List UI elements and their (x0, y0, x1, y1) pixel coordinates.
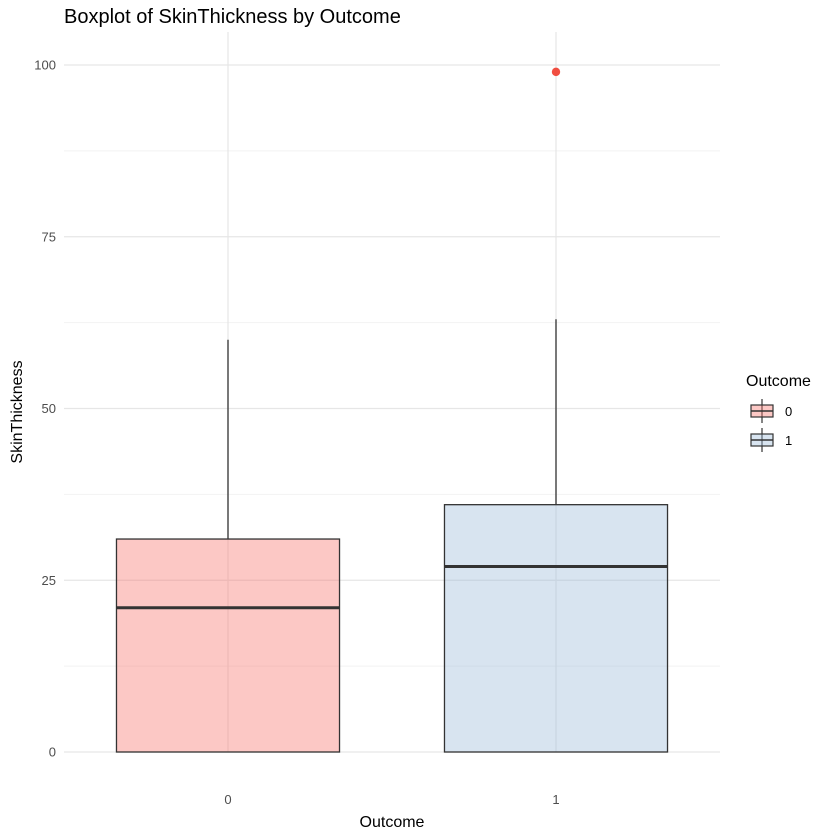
legend: Outcome 01 (746, 373, 811, 452)
x-tick-label: 0 (224, 792, 231, 807)
grid-lines (64, 32, 720, 753)
y-axis-title: SkinThickness (9, 360, 26, 463)
legend-label: 1 (785, 433, 792, 448)
chart-title: Boxplot of SkinThickness by Outcome (64, 6, 401, 28)
legend-entry-1: 1 (750, 428, 792, 452)
legend-entries: 01 (750, 399, 792, 452)
box-body (443, 504, 669, 753)
y-tick-label: 0 (49, 745, 56, 760)
y-axis-ticks: 0 25 50 75 100 (34, 58, 56, 760)
box-body (115, 538, 341, 753)
y-tick-label: 25 (42, 573, 56, 588)
box-1 (443, 67, 669, 753)
outlier-point (551, 67, 561, 77)
x-tick-label: 1 (552, 792, 559, 807)
y-tick-label: 75 (42, 229, 56, 244)
legend-title: Outcome (746, 373, 811, 390)
x-axis-title: Outcome (360, 814, 425, 831)
box-series (115, 67, 669, 753)
legend-entry-0: 0 (750, 399, 792, 423)
legend-label: 0 (785, 404, 792, 419)
y-tick-label: 100 (34, 58, 56, 73)
y-tick-label: 50 (42, 401, 56, 416)
box-0 (115, 339, 341, 753)
